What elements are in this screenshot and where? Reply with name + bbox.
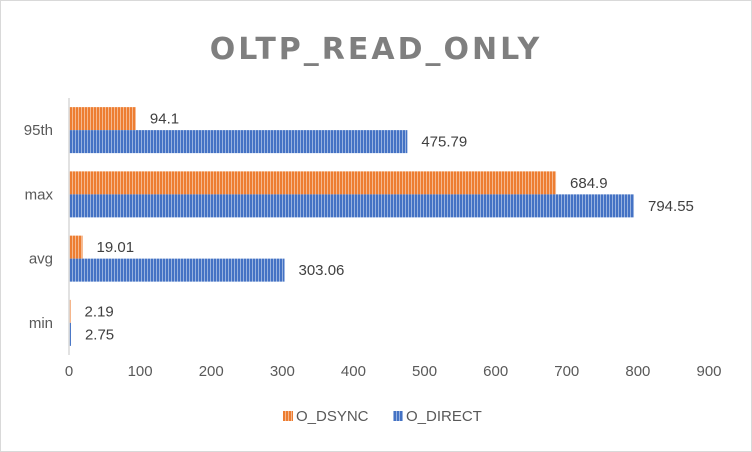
bar-o-dsync-max — [69, 171, 557, 195]
data-label-o-dsync-max: 684.9 — [570, 175, 608, 192]
x-tick-label: 200 — [199, 363, 224, 380]
data-label-o-direct-95th: 475.79 — [421, 134, 467, 151]
x-tick-label: 800 — [625, 363, 650, 380]
x-tick-label: 600 — [483, 363, 508, 380]
data-label-o-direct-min: 2.75 — [85, 326, 114, 343]
x-tick-label: 500 — [412, 363, 437, 380]
bar-o-dsync-min — [69, 299, 71, 323]
x-tick-label: 100 — [128, 363, 153, 380]
bar-o-direct-max — [69, 194, 635, 218]
y-tick-label: 95th — [24, 122, 53, 139]
y-tick-label: max — [25, 186, 54, 203]
data-label-o-dsync-avg: 19.01 — [97, 239, 135, 256]
bar-o-dsync-95th — [69, 107, 136, 131]
legend-swatch-o-dsync — [283, 411, 293, 421]
legend-swatch-o-direct — [393, 411, 403, 421]
x-tick-label: 700 — [554, 363, 579, 380]
chart-title: OLTP_READ_ONLY — [210, 32, 543, 67]
legend-label-o-dsync: O_DSYNC — [296, 408, 369, 425]
data-label-o-direct-avg: 303.06 — [299, 262, 345, 279]
data-label-o-dsync-95th: 94.1 — [150, 111, 179, 128]
bar-o-direct-95th — [69, 130, 408, 154]
bar-o-dsync-avg — [69, 235, 83, 259]
legend: O_DSYNC O_DIRECT — [283, 408, 482, 425]
data-label-o-direct-max: 794.55 — [648, 198, 694, 215]
y-tick-label: avg — [29, 251, 53, 268]
data-label-o-dsync-min: 2.19 — [85, 303, 114, 320]
x-tick-label: 400 — [341, 363, 366, 380]
x-tick-label: 300 — [270, 363, 295, 380]
y-tick-label: min — [29, 315, 53, 332]
x-tick-label: 0 — [65, 363, 73, 380]
bar-o-direct-min — [69, 322, 71, 346]
bar-o-direct-avg — [69, 258, 285, 282]
legend-label-o-direct: O_DIRECT — [406, 408, 482, 425]
x-tick-label: 900 — [696, 363, 721, 380]
